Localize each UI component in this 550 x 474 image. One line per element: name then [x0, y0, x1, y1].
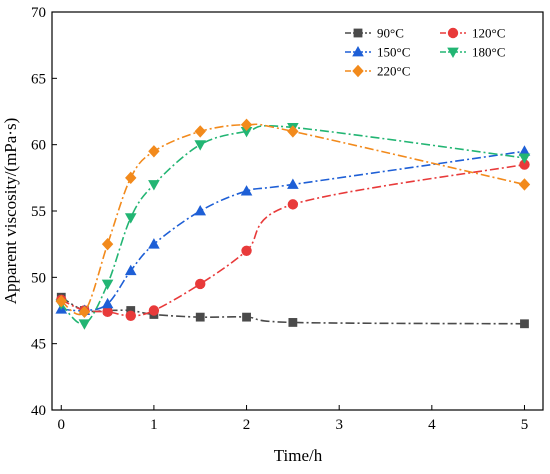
legend-item: 180°C	[440, 45, 505, 60]
data-point	[518, 145, 531, 156]
data-point	[101, 237, 114, 251]
legend-item: 90°C	[345, 26, 404, 41]
data-point	[519, 159, 530, 170]
legend: 90°C 120°C 150°C 180°C 220°C	[345, 26, 505, 79]
series-line	[60, 163, 525, 317]
data-point	[78, 319, 91, 330]
y-tick-label: 65	[31, 71, 46, 87]
y-tick-label: 40	[31, 403, 46, 419]
legend-label: 120°C	[472, 26, 505, 41]
series-line	[60, 125, 525, 325]
data-point	[518, 153, 531, 164]
x-tick-label: 1	[150, 417, 158, 433]
data-point	[520, 319, 529, 329]
y-tick-label: 50	[31, 270, 46, 286]
data-point	[55, 295, 67, 308]
series-4	[55, 118, 531, 319]
y-tick-label: 60	[31, 138, 46, 154]
legend-label: 180°C	[472, 45, 505, 60]
data-point	[101, 279, 114, 290]
legend-label: 220°C	[377, 64, 410, 79]
y-tick-label: 70	[31, 5, 46, 21]
legend-item: 120°C	[440, 26, 505, 41]
data-point	[126, 306, 136, 315]
data-point	[287, 178, 299, 189]
legend-label: 90°C	[377, 26, 404, 41]
data-point	[287, 125, 299, 138]
data-point	[124, 264, 137, 276]
series-2	[55, 145, 531, 315]
x-tick-label: 0	[58, 417, 66, 433]
data-point	[195, 278, 206, 290]
x-tick-label: 3	[335, 417, 343, 433]
data-point	[124, 213, 137, 224]
legend-marker	[352, 64, 364, 78]
data-point	[148, 305, 160, 316]
data-point	[101, 297, 114, 309]
data-point	[195, 312, 205, 322]
data-point	[194, 140, 207, 151]
legend-item: 150°C	[345, 45, 410, 60]
data-point	[148, 180, 160, 191]
data-point	[194, 205, 207, 216]
legend-marker	[352, 46, 364, 57]
data-point	[78, 305, 91, 319]
data-point	[240, 185, 253, 196]
y-tick-label: 55	[31, 204, 46, 220]
x-axis-title: Time/h	[274, 446, 323, 465]
x-tick-label: 4	[428, 417, 436, 433]
data-point	[288, 318, 298, 327]
x-tick-label: 5	[521, 417, 529, 433]
y-tick-label: 45	[31, 337, 46, 353]
series-line	[60, 123, 525, 316]
plot-frame	[51, 11, 544, 411]
y-axis-title: Apparent viscosity/(mPa·s)	[1, 118, 20, 305]
data-point	[240, 127, 253, 138]
legend-marker	[447, 27, 459, 39]
legend-marker	[353, 28, 363, 38]
data-point	[242, 312, 251, 322]
legend-label: 150°C	[377, 45, 410, 60]
series-group	[55, 118, 531, 330]
series-0	[56, 292, 529, 329]
x-tick-label: 2	[243, 417, 251, 433]
legend-marker	[447, 47, 459, 58]
series-3	[55, 123, 531, 330]
legend-item: 220°C	[345, 64, 410, 79]
data-point	[241, 245, 252, 256]
data-point	[194, 125, 206, 138]
data-point	[102, 306, 113, 318]
data-point	[287, 199, 299, 210]
data-point	[148, 238, 160, 249]
data-point	[518, 178, 531, 191]
data-point	[125, 310, 136, 322]
series-line	[61, 150, 525, 312]
data-point	[148, 145, 160, 158]
data-point	[240, 118, 253, 131]
data-point	[125, 171, 137, 185]
